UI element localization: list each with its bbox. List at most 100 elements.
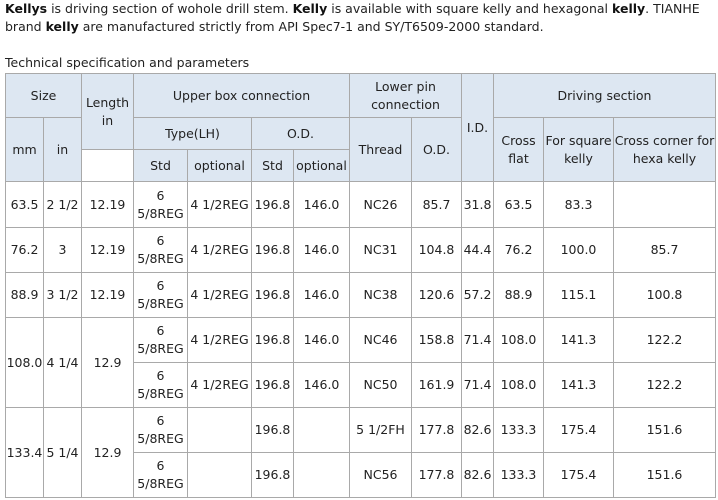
header-in: in: [43, 117, 82, 182]
cell-type-std: 6 5/8REG: [133, 317, 188, 363]
cell-square-kelly: 175.4: [543, 452, 614, 498]
intro-paragraph: Kellys is driving section of wohole dril…: [5, 0, 715, 36]
cell-square-kelly: 83.3: [543, 181, 614, 228]
cell-length: 12.19: [81, 227, 134, 273]
cell-od-lower: 177.8: [411, 407, 462, 453]
header-size: Size: [5, 73, 82, 118]
cell-square-kelly: 141.3: [543, 317, 614, 363]
cell-hexa-kelly: 85.7: [613, 227, 716, 273]
cell-od-std: 196.8: [251, 227, 294, 273]
cell-length: 12.9: [81, 407, 134, 498]
header-upper-box: Upper box connection: [133, 73, 350, 118]
cell-square-kelly: 141.3: [543, 362, 614, 408]
intro-text: . TIANHE brand: [5, 1, 700, 34]
cell-id: 44.4: [461, 227, 494, 273]
cell-length: 12.9: [81, 317, 134, 408]
cell-od-std: 196.8: [251, 452, 294, 498]
cell-cross-flat: 76.2: [493, 227, 544, 273]
header-od-optional: optional: [293, 149, 350, 182]
table-row: 6 5/8REG 4 1/2REG 196.8 146.0 NC50 161.9…: [6, 362, 716, 408]
cell-cross-flat: 88.9: [493, 272, 544, 318]
intro-text: is available with square kelly and hexag…: [327, 1, 612, 16]
cell-od-optional: 146.0: [293, 362, 350, 408]
cell-thread: NC26: [349, 181, 412, 228]
cell-thread: NC46: [349, 317, 412, 363]
header-od-std: Std: [251, 149, 294, 182]
intro-keyword: Kelly: [292, 1, 328, 16]
cell-od-optional: [293, 452, 350, 498]
cell-in: 4 1/4: [43, 317, 82, 408]
header-type-lh: Type(LH): [133, 117, 252, 150]
cell-hexa-kelly: 122.2: [613, 362, 716, 408]
cell-length: 12.19: [81, 181, 134, 228]
cell-id: 82.6: [461, 452, 494, 498]
cell-od-optional: 146.0: [293, 317, 350, 363]
cell-in: 3: [43, 227, 82, 273]
cell-type-std: 6 5/8REG: [133, 227, 188, 273]
cell-mm: 63.5: [5, 181, 44, 228]
table-caption: Technical specification and parameters: [5, 55, 250, 70]
header-row: Std optional Std optional: [6, 149, 716, 182]
cell-in: 2 1/2: [43, 181, 82, 228]
table-row: 63.5 2 1/2 12.19 6 5/8REG 4 1/2REG 196.8…: [5, 181, 716, 228]
cell-cross-flat: 133.3: [493, 407, 544, 453]
header-id: I.D.: [461, 73, 494, 182]
cell-od-optional: 146.0: [293, 272, 350, 318]
header-type-std: Std: [133, 149, 188, 182]
cell-type-std: 6 5/8REG: [133, 181, 188, 228]
cell-hexa-kelly: 151.6: [613, 407, 716, 453]
cell-cross-flat: 63.5: [493, 181, 544, 228]
cell-hexa-kelly: 100.8: [613, 272, 716, 318]
cell-od-std: 196.8: [251, 407, 294, 453]
intro-text: are manufactured strictly from API Spec7…: [78, 19, 544, 34]
header-row: Size Length in Upper box connection Lowe…: [5, 73, 716, 182]
header-type-optional: optional: [187, 149, 252, 182]
header-cross-corner: Cross corner for hexa kelly: [613, 117, 716, 182]
cell-type-std: 6 5/8REG: [133, 452, 188, 498]
header-mm: mm: [5, 117, 44, 182]
cell-id: 71.4: [461, 317, 494, 363]
cell-id: 31.8: [461, 181, 494, 228]
cell-thread: NC31: [349, 227, 412, 273]
cell-square-kelly: 175.4: [543, 407, 614, 453]
cell-od-lower: 161.9: [411, 362, 462, 408]
table-row: 76.2 3 12.19 6 5/8REG 4 1/2REG 196.8 146…: [5, 227, 716, 273]
header-od-lower: O.D.: [411, 117, 462, 182]
table-row: 133.4 5 1/4 12.9 6 5/8REG 196.8 5 1/2FH …: [5, 407, 716, 498]
cell-mm: 133.4: [5, 407, 44, 498]
cell-square-kelly: 100.0: [543, 227, 614, 273]
header-length: Length in: [81, 73, 134, 150]
intro-keyword: kelly: [45, 19, 79, 34]
cell-length: 12.19: [81, 272, 134, 318]
cell-od-std: 196.8: [251, 317, 294, 363]
cell-type-std: 6 5/8REG: [133, 272, 188, 318]
cell-od-optional: [293, 407, 350, 453]
cell-hexa-kelly: 122.2: [613, 317, 716, 363]
cell-mm: 76.2: [5, 227, 44, 273]
cell-mm: 88.9: [5, 272, 44, 318]
header-thread: Thread: [349, 117, 412, 182]
cell-od-lower: 177.8: [411, 452, 462, 498]
cell-thread: NC56: [349, 452, 412, 498]
header-for-square: For square kelly: [543, 117, 614, 182]
cell-type-optional: [187, 407, 252, 453]
cell-type-optional: 4 1/2REG: [187, 227, 252, 273]
cell-mm: 108.0: [5, 317, 44, 408]
cell-thread: NC38: [349, 272, 412, 318]
header-length-blank: [81, 149, 134, 182]
header-driving-section: Driving section: [493, 73, 716, 118]
cell-in: 3 1/2: [43, 272, 82, 318]
table-row: 108.0 4 1/4 12.9 6 5/8REG 4 1/2REG 196.8…: [5, 317, 716, 408]
cell-od-lower: 120.6: [411, 272, 462, 318]
cell-od-lower: 104.8: [411, 227, 462, 273]
cell-cross-flat: 133.3: [493, 452, 544, 498]
cell-od-lower: 158.8: [411, 317, 462, 363]
cell-in: 5 1/4: [43, 407, 82, 498]
cell-square-kelly: 115.1: [543, 272, 614, 318]
cell-od-lower: 85.7: [411, 181, 462, 228]
cell-thread: NC50: [349, 362, 412, 408]
spec-table: Size Length in Upper box connection Lowe…: [5, 73, 716, 498]
cell-od-optional: 146.0: [293, 227, 350, 273]
header-row: mm in Type(LH) O.D. Thread O.D. Cross fl…: [5, 117, 716, 182]
header-cross-flat: Cross flat: [493, 117, 544, 182]
